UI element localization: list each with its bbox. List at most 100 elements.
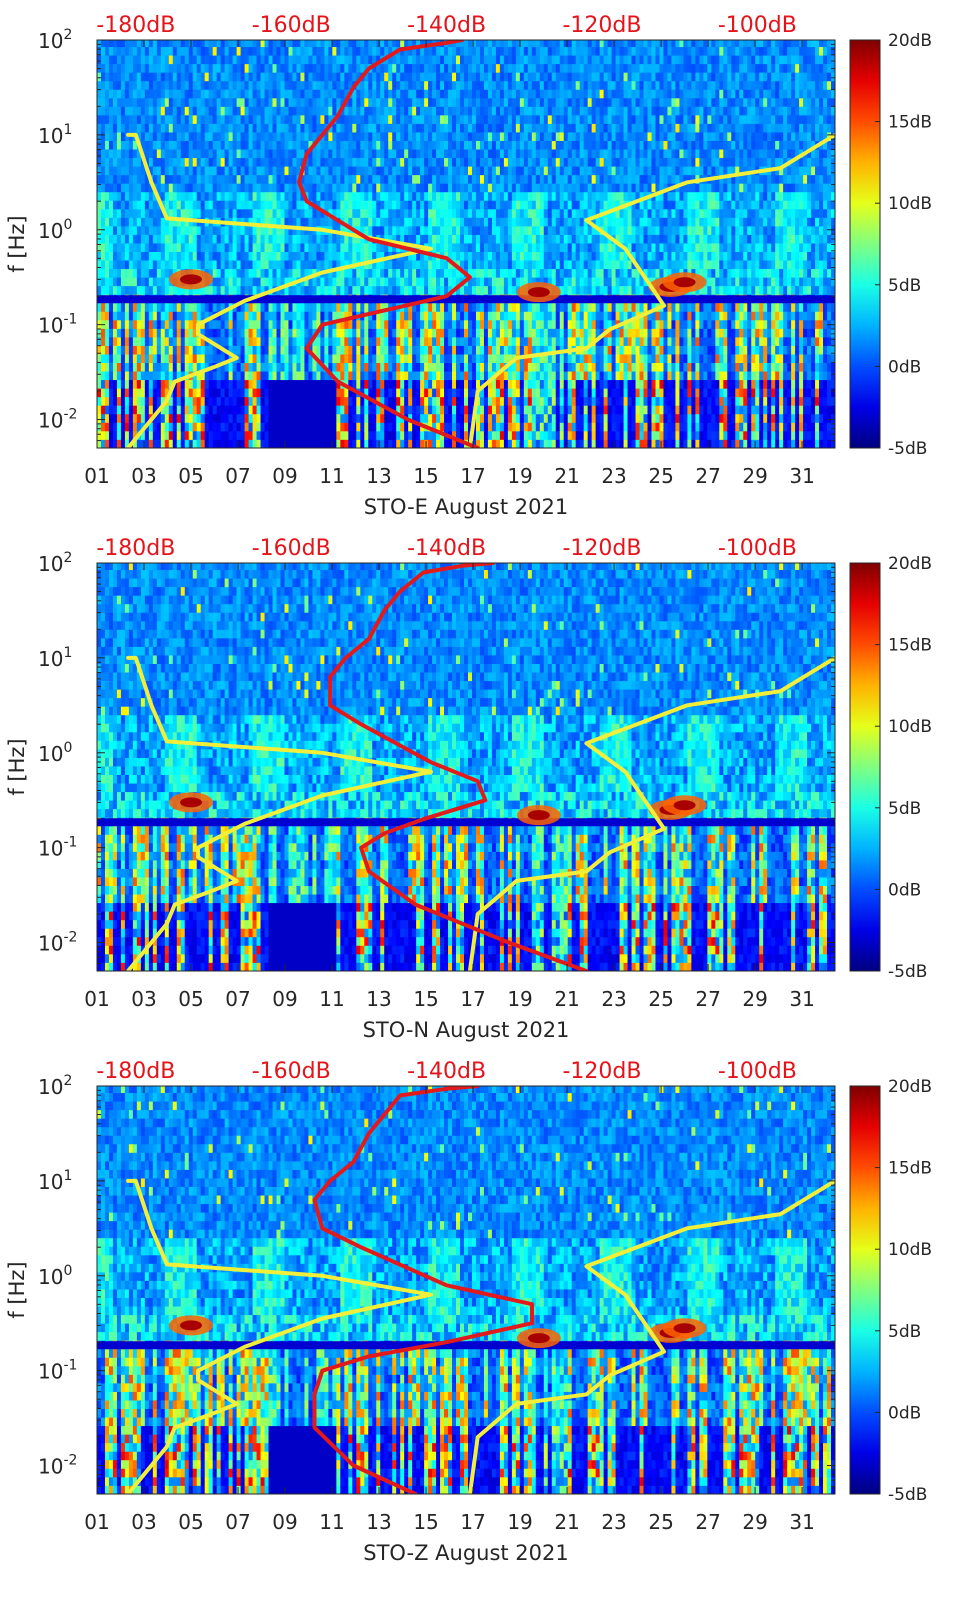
axes: 01 03 05 07 09 11 13 15 17 19 21 23 25 27 29 31 102 101 10… [5, 1059, 836, 1565]
x-tick-label: 29 [742, 464, 767, 488]
colorbar-tick-label: 0dB [888, 1403, 921, 1423]
noise-curves [126, 40, 835, 448]
noise-curves [126, 563, 835, 971]
axes: 01 03 05 07 09 11 13 15 17 19 21 23 25 27 29 31 102 101 10… [5, 13, 836, 519]
y-tick-label: 101 [38, 122, 72, 148]
top-axis-db-label: -160dB [252, 1059, 331, 1084]
x-tick-label: 03 [131, 1510, 156, 1534]
top-axis-db-label: -140dB [407, 13, 486, 38]
x-tick-label: 19 [507, 987, 532, 1011]
x-tick-label: 25 [648, 987, 673, 1011]
heatmap-hot-spot-core [180, 797, 203, 808]
y-tick-label: 10-1 [38, 312, 77, 338]
y-tick-label: 102 [38, 1073, 72, 1099]
heatmap-hot-spot-core [673, 800, 696, 811]
y-axis-label: f [Hz] [5, 1261, 29, 1318]
y-tick-label: 10-2 [38, 407, 77, 433]
x-tick-label: 13 [366, 1510, 391, 1534]
y-tick-label: 102 [38, 27, 72, 53]
colorbar-tick-label: 0dB [888, 357, 921, 377]
x-tick-label: 23 [601, 464, 626, 488]
x-tick-label: 07 [225, 987, 250, 1011]
heatmap-hot-spot-core [527, 1333, 550, 1344]
heatmap-hot-spot-core [180, 1320, 203, 1331]
y-tick-label: 10-2 [38, 1453, 77, 1479]
x-tick-label: 01 [84, 464, 109, 488]
spectrogram-heatmap [97, 40, 835, 448]
colorbar-tick-label: -5dB [888, 1485, 927, 1505]
y-axis-label: f [Hz] [5, 738, 29, 795]
heatmap-hot-spot-core [673, 1323, 696, 1334]
x-tick-label: 13 [366, 987, 391, 1011]
x-axis-label: STO-N August 2021 [363, 1018, 570, 1042]
x-tick-label: 15 [413, 1510, 438, 1534]
top-axis-db-label: -120dB [562, 13, 641, 38]
top-axis-db-label: -180dB [96, 13, 175, 38]
top-axis-db-label: -100dB [718, 1059, 797, 1084]
top-axis-db-label: -100dB [718, 536, 797, 561]
red-psd-curve [312, 1086, 534, 1494]
x-tick-label: 31 [789, 987, 814, 1011]
x-axis-label: STO-Z August 2021 [363, 1541, 569, 1565]
top-axis-db-label: -120dB [562, 536, 641, 561]
heatmap-hot-spot-core [527, 810, 550, 821]
heatmap-dark-strip [97, 1341, 835, 1350]
x-tick-label: 25 [648, 1510, 673, 1534]
top-axis-db-label: -180dB [96, 1059, 175, 1084]
x-tick-label: 27 [695, 987, 720, 1011]
y-tick-label: 101 [38, 645, 72, 671]
y-axis-label: f [Hz] [5, 215, 29, 272]
y-tick-label: 100 [38, 740, 72, 766]
x-tick-label: 09 [272, 987, 297, 1011]
colorbar-tick-label: 20dB [888, 554, 932, 574]
x-tick-label: 23 [601, 987, 626, 1011]
colorbar-tick-label: -5dB [888, 962, 927, 982]
yellow-model-curve-1 [467, 655, 835, 971]
yellow-model-curve-1 [467, 1178, 835, 1494]
heatmap-dark-strip [97, 818, 835, 827]
top-axis-db-label: -180dB [96, 536, 175, 561]
x-tick-label: 05 [178, 1510, 203, 1534]
colorbar-tick-label: 15dB [888, 1159, 932, 1179]
x-tick-label: 17 [460, 1510, 485, 1534]
colorbar-tick-label: 5dB [888, 1322, 921, 1342]
colorbar-tick-label: 5dB [888, 276, 921, 296]
x-tick-label: 21 [554, 987, 579, 1011]
x-tick-label: 15 [413, 464, 438, 488]
colorbar-tick-label: 5dB [888, 799, 921, 819]
colorbar-tick-label: 15dB [888, 113, 932, 133]
x-tick-label: 21 [554, 464, 579, 488]
noise-curves [126, 1086, 835, 1494]
heatmap-hot-spot-core [527, 287, 550, 298]
spectrogram-heatmap [97, 563, 835, 971]
x-tick-label: 03 [131, 987, 156, 1011]
y-tick-label: 10-1 [38, 1358, 77, 1384]
x-tick-label: 29 [742, 987, 767, 1011]
panel-0: 01 03 05 07 09 11 13 15 17 19 21 23 25 27 29 31 102 101 10… [5, 13, 932, 519]
top-axis-db-label: -160dB [252, 536, 331, 561]
x-tick-label: 05 [178, 987, 203, 1011]
x-tick-label: 25 [648, 464, 673, 488]
spectrogram-heatmap [97, 1086, 835, 1494]
colorbar: 20dB 15dB 10dB 5dB 0dB -5dB [849, 554, 932, 982]
yellow-model-curve-1 [467, 132, 835, 448]
x-tick-label: 03 [131, 464, 156, 488]
x-tick-label: 19 [507, 1510, 532, 1534]
top-axis-db-label: -160dB [252, 13, 331, 38]
x-tick-label: 17 [460, 464, 485, 488]
colorbar-tick-label: 10dB [888, 194, 932, 214]
panel-2: 01 03 05 07 09 11 13 15 17 19 21 23 25 27 29 31 102 101 10… [5, 1059, 932, 1565]
x-tick-label: 09 [272, 1510, 297, 1534]
x-tick-label: 27 [695, 1510, 720, 1534]
y-tick-label: 100 [38, 217, 72, 243]
x-tick-label: 27 [695, 464, 720, 488]
colorbar-tick-label: 10dB [888, 717, 932, 737]
colorbar-tick-label: 15dB [888, 636, 932, 656]
top-axis-db-label: -140dB [407, 536, 486, 561]
red-psd-curve [297, 40, 480, 448]
x-tick-label: 29 [742, 1510, 767, 1534]
colorbar-gradient [849, 562, 881, 972]
x-tick-label: 31 [789, 1510, 814, 1534]
x-tick-label: 11 [319, 987, 344, 1011]
axes: 01 03 05 07 09 11 13 15 17 19 21 23 25 27 29 31 102 101 10… [5, 536, 836, 1042]
